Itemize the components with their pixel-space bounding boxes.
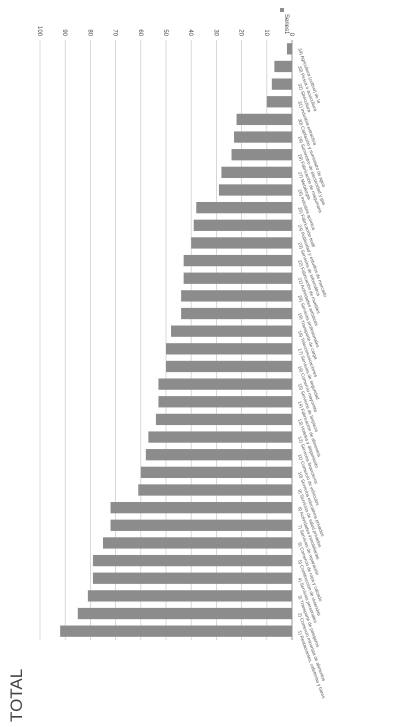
- y-tick-label: 80: [86, 29, 92, 36]
- bar: [60, 625, 292, 637]
- y-tick-label: 60: [137, 29, 143, 36]
- bar: [110, 502, 292, 514]
- legend-swatch: [280, 8, 284, 12]
- bar: [140, 466, 292, 478]
- bar: [145, 449, 292, 461]
- legend-label: Series1: [283, 14, 289, 35]
- bar: [183, 272, 292, 284]
- bar: [103, 537, 292, 549]
- bar: [77, 607, 292, 620]
- bar: [181, 307, 292, 320]
- bar: [236, 113, 292, 126]
- bar: [155, 413, 292, 426]
- y-tick-label: 0: [288, 33, 294, 37]
- bar: [183, 254, 292, 267]
- bar: [138, 484, 292, 496]
- bar: [158, 378, 292, 390]
- y-tick-label: 50: [162, 29, 168, 36]
- bar: [191, 237, 292, 249]
- bar: [92, 572, 292, 584]
- bar: [87, 590, 292, 602]
- y-tick-label: 90: [61, 29, 67, 36]
- y-tick-label: 20: [238, 29, 244, 36]
- y-tick-label: 40: [187, 29, 193, 36]
- bar: [148, 431, 292, 443]
- bar: [193, 219, 292, 231]
- chart-title: TOTAL: [7, 669, 26, 722]
- bar: [196, 202, 292, 214]
- bar: [166, 360, 292, 373]
- y-tick-label: 100: [36, 26, 42, 37]
- y-tick-label: 10: [263, 29, 269, 36]
- bar: [266, 96, 292, 108]
- bar: [218, 184, 292, 196]
- bar: [221, 166, 292, 178]
- bar: [181, 290, 292, 302]
- y-tick-label: 30: [212, 29, 218, 36]
- bar: [274, 60, 292, 73]
- bar: [234, 131, 292, 143]
- bar: [92, 554, 292, 567]
- bar: [166, 343, 292, 355]
- bar: [231, 149, 292, 161]
- bar: [286, 43, 292, 55]
- bar: [158, 396, 292, 408]
- y-tick-label: 70: [112, 29, 118, 36]
- bar: [171, 325, 292, 337]
- bar: [110, 519, 292, 531]
- bar: [271, 78, 292, 90]
